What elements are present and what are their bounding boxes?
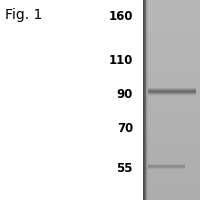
Text: 160: 160 bbox=[108, 9, 133, 22]
Text: Fig. 1: Fig. 1 bbox=[5, 8, 42, 22]
Text: 70: 70 bbox=[117, 121, 133, 134]
Text: 90: 90 bbox=[117, 88, 133, 100]
Text: 55: 55 bbox=[116, 162, 133, 174]
Text: 110: 110 bbox=[109, 54, 133, 68]
